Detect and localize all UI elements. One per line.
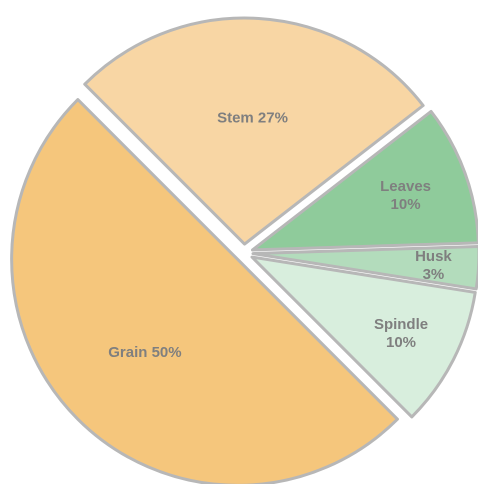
pie-slice-stem [83,16,425,246]
pie-label-line: 10% [386,334,416,351]
pie-slice-spindle [250,255,477,419]
pie-label-line: Leaves [380,178,431,195]
pie-label-leaves: Leaves 10% [380,178,431,213]
pie-label-line: Husk [415,248,452,265]
pie-slice-husk [251,244,478,291]
pie-label-line: 3% [423,266,445,283]
pie-slice-grain [10,98,399,484]
pie-label-line: Grain 50% [108,344,181,361]
pie-label-stem: Stem 27% [217,110,288,127]
pie-slices [10,16,478,484]
pie-label-spindle: Spindle 10% [374,316,428,351]
pie-label-line: Stem 27% [217,110,288,127]
pie-label-grain: Grain 50% [108,344,181,361]
pie-label-husk: Husk 3% [415,248,452,283]
pie-label-line: Spindle [374,316,428,333]
pie-labels: Grain 50%Stem 27%Leaves 10%Husk 3%Spindle 1… [108,110,452,361]
pie-label-line: 10% [391,196,421,213]
